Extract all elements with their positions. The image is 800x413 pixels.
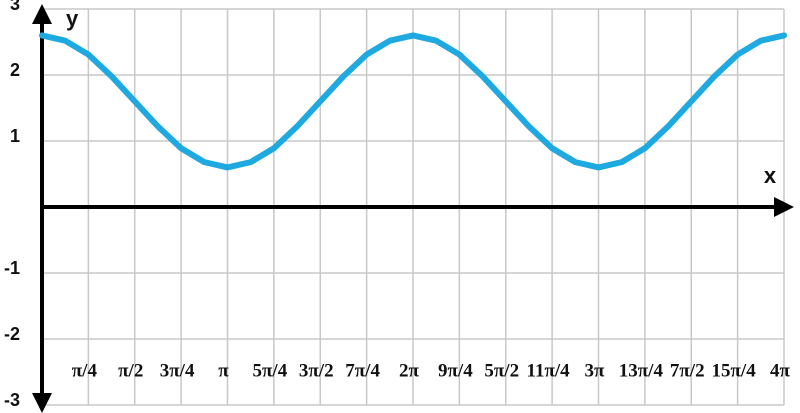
x-tick-label: 3π <box>585 360 606 381</box>
x-axis-label: x <box>764 163 777 188</box>
y-tick-label: -3 <box>4 390 20 410</box>
x-tick-label: 7π/4 <box>345 360 380 381</box>
x-tick-label: 3π/4 <box>160 360 195 381</box>
x-tick-label: π/4 <box>72 360 98 381</box>
x-tick-label: π/2 <box>118 360 143 381</box>
y-tick-label: 3 <box>10 0 20 14</box>
y-tick-label: 1 <box>10 126 20 146</box>
line-series <box>39 32 787 171</box>
x-tick-label: 5π/4 <box>253 360 288 381</box>
y-tick-label: -2 <box>4 324 20 344</box>
x-tick-label: 2π <box>399 360 420 381</box>
x-tick-label: 15π/4 <box>712 360 757 381</box>
y-tick-label: 2 <box>10 60 20 80</box>
y-tick-label: -1 <box>4 258 20 278</box>
x-tick-label: 11π/4 <box>527 360 571 381</box>
x-tick-label: 3π/2 <box>299 360 334 381</box>
x-tick-label: 4π <box>770 360 791 381</box>
x-tick-label: 13π/4 <box>619 360 664 381</box>
y-axis-label: y <box>66 6 79 31</box>
x-tick-label: 5π/2 <box>484 360 519 381</box>
x-tick-label: π <box>218 360 229 381</box>
x-tick-label: 7π/2 <box>670 360 705 381</box>
x-tick-label: 9π/4 <box>438 360 473 381</box>
